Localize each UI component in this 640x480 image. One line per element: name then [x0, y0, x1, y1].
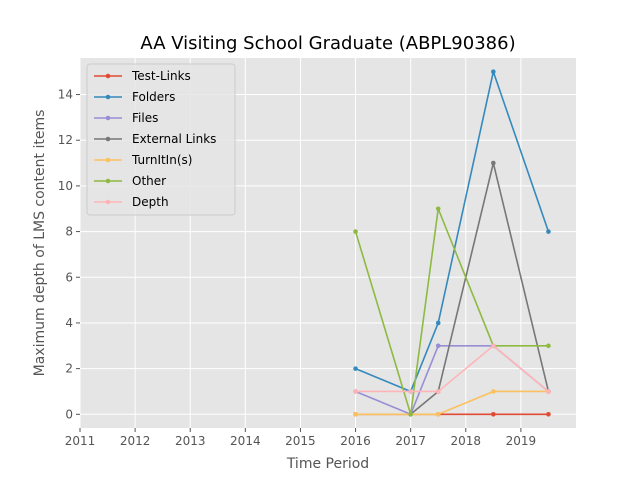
legend-item-test-links: Test-Links [94, 69, 191, 83]
legend-label: Depth [132, 195, 169, 209]
data-point-depth [546, 389, 551, 394]
legend: Test-Links Folders Files External Links Turn… [86, 63, 236, 216]
legend-marker [105, 115, 111, 121]
legend-item-files: Files [94, 111, 158, 125]
legend-marker [105, 94, 111, 100]
legend-label: Files [132, 111, 158, 125]
data-point-depth [491, 343, 496, 349]
y-tick-label: 10 [58, 179, 73, 193]
legend-box [86, 63, 236, 216]
legend-item-turnitin-s: TurnItIn(s) [94, 153, 192, 167]
legend-item-folders: Folders [94, 90, 175, 104]
chart-title: AA Visiting School Graduate (ABPL90386) [140, 33, 515, 54]
y-tick-label: 2 [65, 362, 73, 376]
legend-marker [105, 157, 111, 163]
x-tick-label: 2018 [451, 434, 482, 448]
data-point-other [408, 411, 413, 417]
series-group [353, 69, 551, 417]
legend-item-external-links: External Links [94, 132, 216, 146]
legend-label: External Links [132, 132, 216, 146]
data-point-depth [408, 389, 413, 394]
data-point-turnitin-s [491, 389, 496, 394]
y-axis: 0 2 4 6 8 10 12 14 [58, 88, 80, 421]
x-tick-label: 2016 [340, 434, 371, 448]
series-depth [353, 343, 551, 394]
data-point-test-links [546, 411, 551, 417]
x-tick-label: 2011 [65, 434, 96, 448]
legend-item-depth: Depth [94, 195, 169, 209]
x-tick-label: 2012 [120, 434, 151, 448]
x-axis: 2011 2012 2013 2014 2015 2016 2017 2018 2019 [65, 428, 536, 448]
legend-marker [105, 178, 111, 184]
data-point-other [353, 229, 358, 234]
y-tick-label: 0 [65, 407, 73, 421]
data-point-turnitin-s [435, 411, 441, 417]
y-tick-label: 8 [65, 225, 73, 239]
legend-label: TurnItIn(s) [131, 153, 192, 167]
data-point-depth [353, 389, 358, 394]
data-point-test-links [491, 411, 496, 417]
x-tick-label: 2015 [285, 434, 316, 448]
legend-label: Test-Links [131, 69, 191, 83]
data-point-folders [546, 229, 551, 234]
y-tick-label: 14 [58, 88, 73, 102]
data-point-files [435, 343, 441, 349]
legend-marker [105, 136, 111, 142]
x-tick-label: 2013 [175, 434, 206, 448]
y-axis-label: Maximum depth of LMS content items [32, 110, 48, 377]
y-tick-label: 12 [58, 133, 73, 147]
legend-item-other: Other [94, 174, 166, 188]
y-tick-label: 4 [65, 316, 73, 330]
data-point-folders [353, 366, 358, 371]
legend-label: Other [132, 174, 166, 188]
x-tick-label: 2017 [395, 434, 426, 448]
data-point-folders [435, 320, 441, 326]
x-tick-label: 2014 [230, 434, 261, 448]
data-point-turnitin-s [353, 411, 358, 417]
legend-marker [105, 73, 111, 79]
x-axis-label: Time Period [286, 456, 369, 472]
y-tick-label: 6 [65, 270, 73, 284]
x-tick-label: 2019 [506, 434, 537, 448]
data-point-other [546, 343, 551, 349]
data-point-external-links [491, 160, 496, 166]
data-point-depth [435, 389, 441, 394]
data-point-other [435, 206, 441, 212]
data-point-folders [491, 69, 496, 75]
legend-label: Folders [132, 90, 175, 104]
legend-marker [105, 199, 111, 205]
